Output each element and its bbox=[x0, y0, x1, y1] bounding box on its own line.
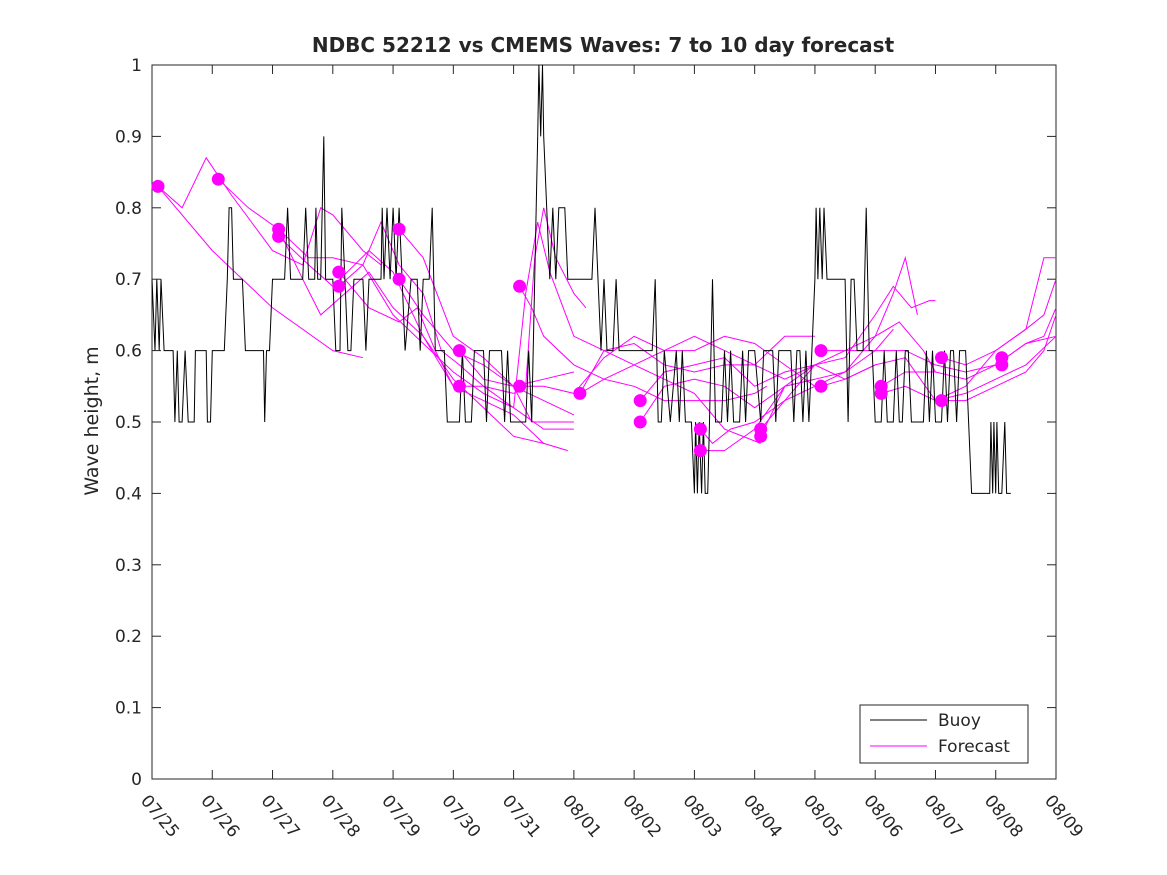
forecast-start-marker bbox=[452, 379, 466, 393]
forecast-start-marker bbox=[995, 358, 1009, 372]
forecast-start-marker bbox=[633, 415, 647, 429]
forecast-line bbox=[157, 156, 382, 266]
y-tick-label: 1 bbox=[131, 56, 142, 76]
y-tick-label: 0.1 bbox=[115, 699, 142, 719]
y-axis-label: Wave height, m bbox=[81, 346, 103, 495]
forecast-line bbox=[519, 286, 767, 402]
forecast-start-marker bbox=[211, 172, 225, 186]
forecast-start-marker bbox=[392, 222, 406, 236]
forecast-start-marker bbox=[151, 179, 165, 193]
forecast-line bbox=[880, 307, 1057, 387]
forecast-line bbox=[278, 236, 568, 452]
y-tick-label: 0.5 bbox=[115, 413, 142, 433]
forecast-start-marker bbox=[332, 279, 346, 293]
forecast-line bbox=[700, 255, 918, 452]
y-tick-label: 0 bbox=[131, 770, 142, 790]
forecast-line bbox=[278, 228, 544, 444]
plot-layer bbox=[151, 64, 1057, 494]
y-tick-label: 0.4 bbox=[115, 484, 142, 504]
plot-area bbox=[151, 64, 1057, 780]
forecast-line bbox=[579, 335, 816, 394]
forecast-start-marker bbox=[693, 444, 707, 458]
y-tick-label: 0.7 bbox=[115, 270, 142, 290]
y-tick-label: 0.9 bbox=[115, 127, 142, 147]
buoy-line bbox=[151, 64, 1011, 494]
chart-title: NDBC 52212 vs CMEMS Waves: 7 to 10 day f… bbox=[312, 33, 895, 57]
forecast-start-marker bbox=[332, 265, 346, 279]
forecast-line bbox=[820, 257, 1056, 402]
forecast-line bbox=[157, 186, 364, 359]
forecast-start-marker bbox=[452, 344, 466, 358]
legend-forecast-label: Forecast bbox=[938, 737, 1010, 757]
forecast-line bbox=[760, 321, 936, 437]
forecast-line bbox=[579, 335, 815, 394]
forecast-line bbox=[338, 221, 761, 444]
legend-box bbox=[859, 704, 1029, 764]
forecast-start-marker bbox=[814, 344, 828, 358]
forecast-start-marker bbox=[392, 272, 406, 286]
legend-buoy-label: Buoy bbox=[938, 711, 981, 731]
forecast-start-marker bbox=[693, 422, 707, 436]
forecast-start-marker bbox=[935, 394, 948, 408]
forecast-start-marker bbox=[874, 386, 888, 400]
y-tick-label: 0.2 bbox=[115, 627, 142, 647]
forecast-start-marker bbox=[754, 429, 768, 443]
forecast-start-marker bbox=[573, 386, 587, 400]
forecast-start-marker bbox=[814, 379, 828, 393]
forecast-line bbox=[398, 278, 574, 423]
forecast-start-marker bbox=[633, 394, 647, 408]
forecast-line bbox=[941, 314, 1057, 402]
forecast-line bbox=[941, 279, 1057, 366]
forecast-start-marker bbox=[935, 351, 948, 365]
y-tick-label: 0.8 bbox=[115, 199, 142, 219]
forecast-start-marker bbox=[272, 229, 286, 243]
forecast-line bbox=[881, 335, 1057, 402]
forecast-start-marker bbox=[513, 379, 527, 393]
y-tick-label: 0.6 bbox=[115, 342, 142, 362]
legend: Buoy Forecast bbox=[859, 704, 1029, 764]
y-tick-label: 0.3 bbox=[115, 556, 142, 576]
forecast-start-marker bbox=[513, 279, 527, 293]
